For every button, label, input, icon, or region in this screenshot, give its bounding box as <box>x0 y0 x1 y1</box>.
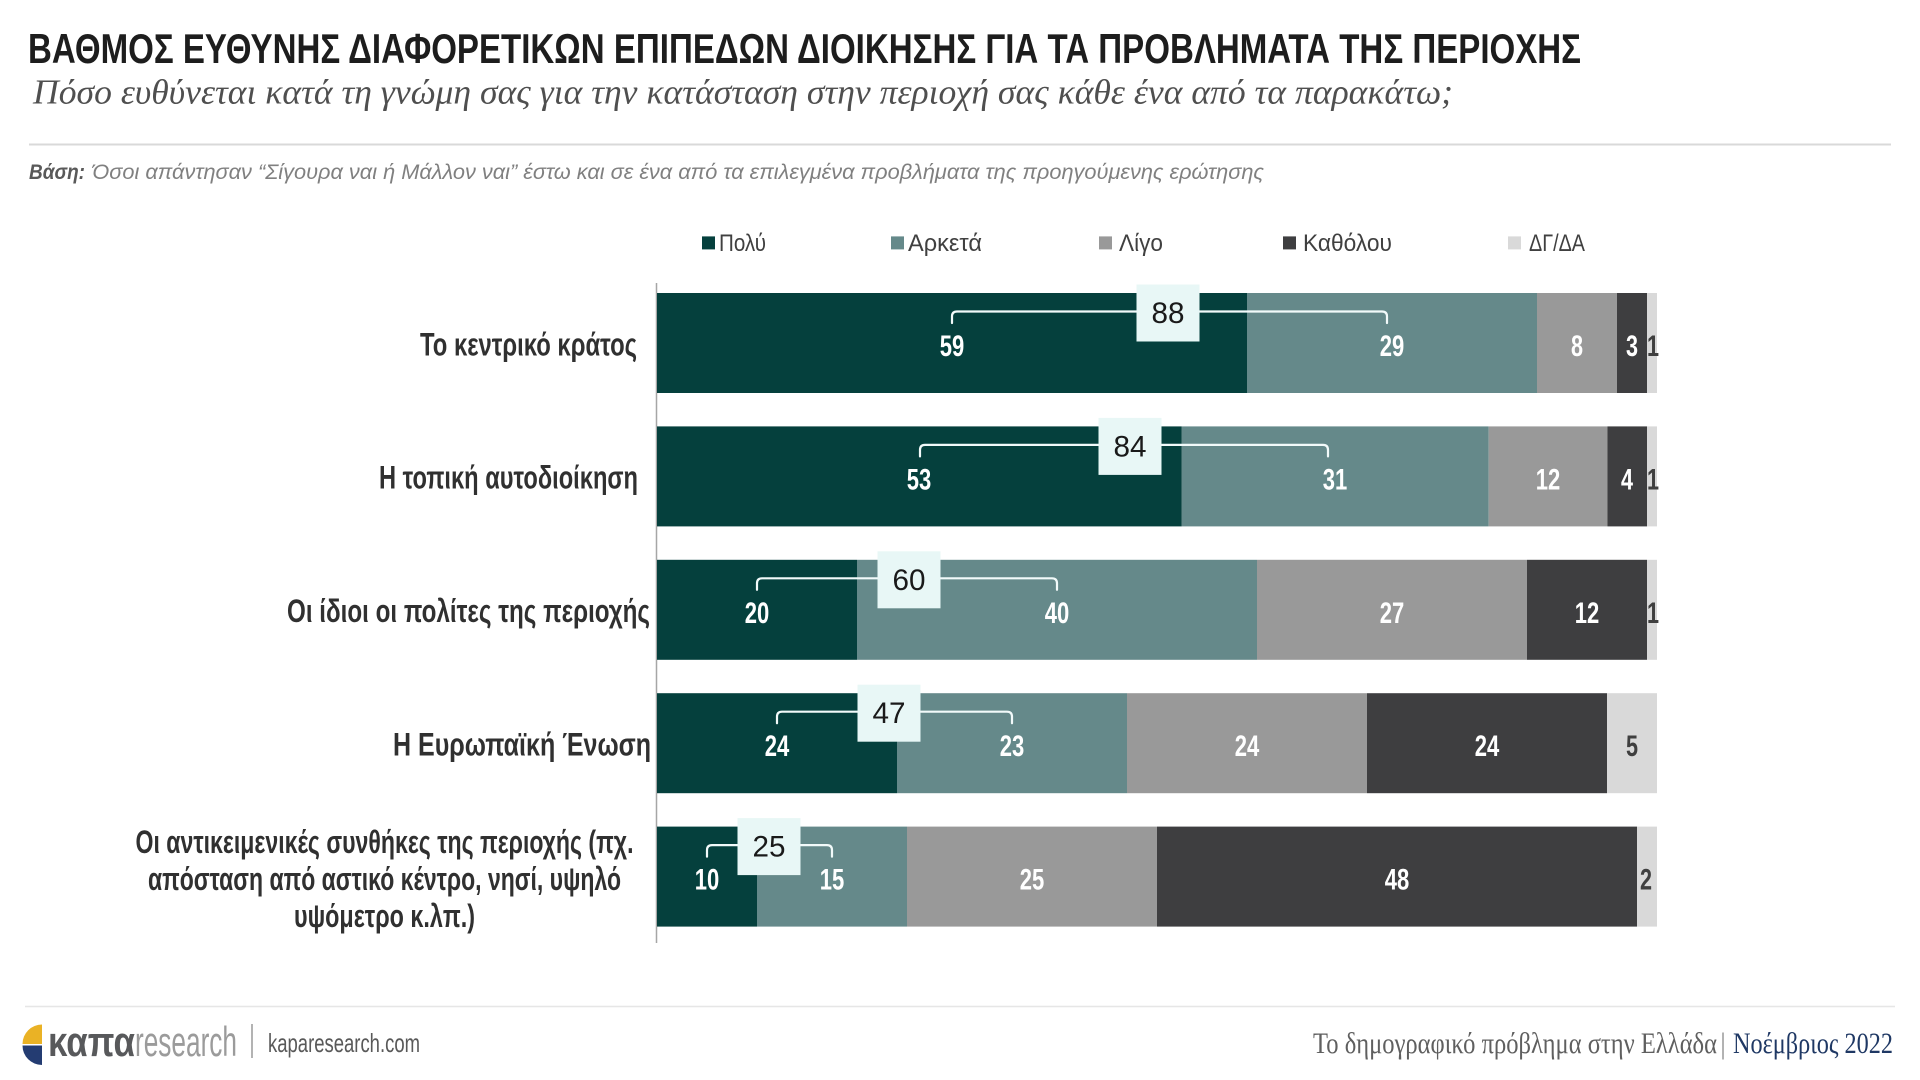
svg-text:27: 27 <box>1380 597 1405 630</box>
svg-text:10: 10 <box>695 864 720 897</box>
svg-text:Οι ίδιοι οι πολίτες της περιοχ: Οι ίδιοι οι πολίτες της περιοχής <box>287 593 650 629</box>
svg-text:1: 1 <box>1647 330 1659 363</box>
svg-text:24: 24 <box>1475 730 1500 763</box>
svg-text:47: 47 <box>873 697 906 730</box>
svg-text:Βάση:: Βάση: <box>29 161 85 184</box>
svg-text:research: research <box>135 1018 237 1065</box>
svg-text:kaparesearch.com: kaparesearch.com <box>268 1028 420 1058</box>
svg-text:48: 48 <box>1385 864 1410 897</box>
svg-text:Αρκετά: Αρκετά <box>908 230 982 257</box>
svg-text:2: 2 <box>1640 864 1652 897</box>
svg-text:15: 15 <box>820 864 845 897</box>
svg-text:12: 12 <box>1575 597 1600 630</box>
svg-text:Όσοι απάντησαν “Σίγουρα ναι ή: Όσοι απάντησαν “Σίγουρα ναι ή Μάλλον ναι… <box>91 161 1265 184</box>
svg-text:|: | <box>1720 1027 1726 1060</box>
svg-text:23: 23 <box>1000 730 1025 763</box>
svg-text:3: 3 <box>1626 330 1638 363</box>
svg-text:5: 5 <box>1626 730 1638 763</box>
svg-text:Οι αντικειμενικές συνθήκες της: Οι αντικειμενικές συνθήκες της περιοχής … <box>136 824 634 860</box>
svg-text:24: 24 <box>765 730 790 763</box>
svg-text:29: 29 <box>1380 330 1405 363</box>
svg-text:53: 53 <box>907 463 932 496</box>
svg-text:καπα: καπα <box>48 1018 135 1065</box>
svg-text:υψόμετρο κ.λπ.): υψόμετρο κ.λπ.) <box>294 898 475 934</box>
svg-text:Πόσο ευθύνεται κατά τη γνώμη σ: Πόσο ευθύνεται κατά τη γνώμη σας για την… <box>32 73 1453 112</box>
svg-text:Το δημογραφικό πρόβλημα στην Ε: Το δημογραφικό πρόβλημα στην Ελλάδα <box>1313 1027 1717 1060</box>
svg-text:88: 88 <box>1152 297 1185 330</box>
svg-text:60: 60 <box>893 564 926 597</box>
svg-text:40: 40 <box>1045 597 1070 630</box>
svg-text:1: 1 <box>1647 463 1659 496</box>
svg-text:Πολύ: Πολύ <box>719 230 766 257</box>
svg-text:24: 24 <box>1235 730 1260 763</box>
svg-text:8: 8 <box>1571 330 1583 363</box>
svg-text:Η τοπική αυτοδιοίκηση: Η τοπική αυτοδιοίκηση <box>379 460 638 496</box>
svg-text:31: 31 <box>1323 463 1348 496</box>
svg-text:25: 25 <box>753 831 786 864</box>
svg-text:84: 84 <box>1114 430 1147 463</box>
svg-text:Η Ευρωπαϊκή Ένωση: Η Ευρωπαϊκή Ένωση <box>393 727 651 763</box>
svg-text:Καθόλου: Καθόλου <box>1303 230 1392 257</box>
svg-text:Λίγο: Λίγο <box>1119 230 1163 257</box>
svg-text:ΒΑΘΜΟΣ ΕΥΘΥΝΗΣ ΔΙΑΦΟΡΕΤΙΚΩΝ ΕΠ: ΒΑΘΜΟΣ ΕΥΘΥΝΗΣ ΔΙΑΦΟΡΕΤΙΚΩΝ ΕΠΙΠΕΔΩΝ ΔΙΟ… <box>28 25 1581 72</box>
svg-text:Το κεντρικό κράτος: Το κεντρικό κράτος <box>420 326 637 362</box>
svg-text:20: 20 <box>745 597 770 630</box>
svg-text:Νοέμβριος 2022: Νοέμβριος 2022 <box>1733 1027 1893 1060</box>
svg-text:1: 1 <box>1647 597 1659 630</box>
svg-text:4: 4 <box>1621 463 1633 496</box>
svg-text:απόσταση από αστικό κέντρο, νη: απόσταση από αστικό κέντρο, νησί, υψηλό <box>148 861 621 897</box>
svg-text:59: 59 <box>940 330 965 363</box>
svg-text:25: 25 <box>1020 864 1045 897</box>
svg-text:12: 12 <box>1536 463 1561 496</box>
svg-text:ΔΓ/ΔΑ: ΔΓ/ΔΑ <box>1529 230 1586 257</box>
